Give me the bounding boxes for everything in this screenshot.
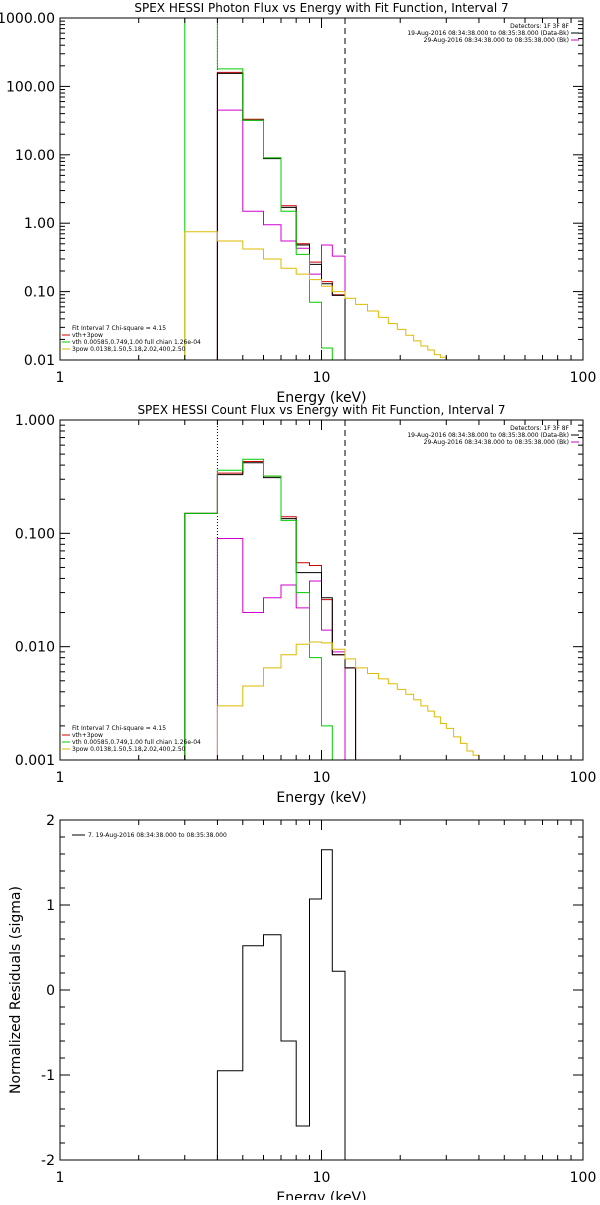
x-tick-label: 10 (313, 1170, 331, 1186)
x-tick-label: 1 (56, 1170, 65, 1186)
y-tick-label: 0.001 (15, 753, 55, 769)
series-histogram-1 (216, 109, 346, 360)
plot-data-layer (184, 18, 510, 360)
chart-title: SPEX HESSI Count Flux vs Energy with Fit… (137, 403, 505, 417)
series-histogram-2 (184, 461, 357, 760)
info-line: 29-Aug-2016 08:34:38.000 to 08:35:38.000… (424, 439, 569, 446)
plot-data-layer (216, 849, 346, 1160)
x-tick-label: 10 (313, 370, 331, 386)
x-axis-label: Energy (keV) (276, 390, 366, 406)
fit-legend-line: 3pow 0.0138,1.50,5.18,2.02,400,2.50 (72, 346, 186, 353)
series-histogram-3 (184, 72, 346, 360)
y-tick-label: 0.010 (15, 640, 55, 656)
chart-panel-2: SPEX HESSI Count Flux vs Energy with Fit… (15, 403, 596, 806)
x-tick-label: 10 (313, 770, 331, 786)
info-line: 19-Aug-2016 08:34:38.000 to 08:35:38.000… (407, 432, 569, 439)
plot-data-layer (184, 420, 485, 760)
series-histogram-5 (184, 231, 510, 360)
y-axis-label: Normalized Residuals (sigma) (8, 886, 24, 1094)
legend-label: 7. 19-Aug-2016 08:34:38.000 to 08:35:38.… (88, 832, 227, 839)
y-tick-label: 2 (46, 813, 55, 829)
y-tick-label: 0.10 (24, 285, 55, 301)
x-tick-label: 1 (56, 370, 65, 386)
chart-title: SPEX HESSI Photon Flux vs Energy with Fi… (134, 1, 508, 15)
series-histogram-1 (216, 538, 346, 760)
fit-legend-line: Fit Interval 7 Chi-square = 4.15 (72, 725, 166, 732)
y-tick-label: -2 (41, 1153, 55, 1169)
x-tick-label: 100 (570, 370, 597, 386)
fit-legend-line: vth+3pow (72, 332, 103, 339)
y-tick-label: 100.00 (6, 79, 55, 95)
y-tick-label: 0.100 (15, 526, 55, 542)
y-tick-label: 1000.00 (0, 11, 55, 27)
fit-legend-line: vth+3pow (72, 732, 103, 739)
x-axis-label: Energy (keV) (276, 790, 366, 806)
x-tick-label: 100 (570, 770, 597, 786)
fit-legend-line: vth 0.00585,0.749,1.00 full chian 1.26e-… (72, 339, 201, 346)
series-histogram-2 (184, 71, 346, 360)
series-histogram-3 (184, 462, 357, 760)
chart-panel-1: SPEX HESSI Photon Flux vs Energy with Fi… (0, 1, 596, 406)
series-histogram-5 (216, 641, 485, 760)
series-histogram-4 (184, 458, 333, 760)
y-tick-label: -1 (41, 1068, 55, 1084)
x-axis-label: Energy (keV) (276, 1190, 366, 1200)
y-tick-label: 10.00 (15, 148, 55, 164)
info-line: 19-Aug-2016 08:34:38.000 to 08:35:38.000… (407, 30, 569, 37)
fit-legend-line: vth 0.00585,0.749,1.00 full chian 1.26e-… (72, 739, 201, 746)
series-histogram-1 (216, 849, 346, 1160)
y-tick-label: 1.000 (15, 413, 55, 429)
info-line: Detectors: 1F 3F 8F (510, 425, 569, 432)
y-tick-label: 0 (46, 983, 55, 999)
y-tick-label: 1 (46, 898, 55, 914)
x-tick-label: 100 (570, 1170, 597, 1186)
series-histogram-4 (184, 18, 346, 360)
fit-legend-line: 3pow 0.0138,1.50,5.18,2.02,400,2.50 (72, 746, 186, 753)
y-tick-label: 1.00 (24, 216, 55, 232)
fit-legend-line: Fit Interval 7 Chi-square = 4.15 (72, 325, 166, 332)
y-tick-label: 0.01 (24, 353, 55, 369)
info-line: Detectors: 1F 3F 8F (510, 23, 569, 30)
info-line: 29-Aug-2016 08:34:38.000 to 08:35:38.000… (424, 37, 569, 44)
x-tick-label: 1 (56, 770, 65, 786)
